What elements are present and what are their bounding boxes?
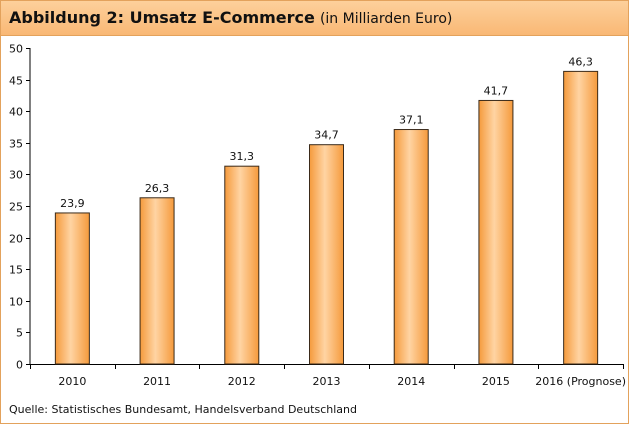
- y-tick-label: 25: [9, 201, 23, 214]
- bar: [224, 165, 260, 365]
- bar: [563, 70, 599, 365]
- y-tick-label: 50: [9, 43, 23, 56]
- bar: [309, 144, 344, 365]
- bar-value-label: 46,3: [568, 55, 593, 68]
- y-tick-label: 30: [9, 169, 23, 182]
- bar-value-label: 34,7: [314, 129, 339, 142]
- chart-header: Abbildung 2: Umsatz E-Commerce (in Milli…: [1, 1, 628, 36]
- y-tick-label: 15: [9, 264, 23, 277]
- y-tick-label: 45: [9, 75, 23, 88]
- bars: 23,9 26,3 31,3 34,7 37,1 41,7 46,3: [54, 55, 599, 365]
- x-tick-label: 2014: [397, 375, 425, 388]
- x-tick-label: 2012: [228, 375, 256, 388]
- y-tick-label: 10: [9, 296, 23, 309]
- x-tick-label: 2013: [313, 375, 341, 388]
- x-tick-label: 2015: [482, 375, 510, 388]
- x-tick-label: 2011: [143, 375, 171, 388]
- y-axis: 0 5 10 15 20 25 30 35 40 45 50: [9, 43, 31, 372]
- bar-value-label: 31,3: [230, 150, 255, 163]
- x-tick-label: 2016 (Prognose): [535, 375, 626, 388]
- bar: [139, 197, 175, 365]
- x-tick-label: 2010: [58, 375, 86, 388]
- y-tick-label: 5: [16, 327, 23, 340]
- bar: [393, 129, 429, 365]
- source-note: Quelle: Statistisches Bundesamt, Handels…: [9, 403, 357, 416]
- bar-value-label: 23,9: [60, 197, 85, 210]
- chart-subtitle: (in Milliarden Euro): [319, 11, 453, 27]
- y-tick-label: 35: [9, 138, 23, 151]
- bar: [54, 212, 90, 365]
- y-tick-label: 40: [9, 106, 23, 119]
- bar: [478, 99, 514, 365]
- y-tick-label: 0: [16, 359, 23, 372]
- chart-title: Abbildung 2: Umsatz E-Commerce: [9, 8, 315, 27]
- bar-value-label: 41,7: [484, 84, 509, 97]
- bar-value-label: 37,1: [399, 114, 424, 127]
- y-tick-label: 20: [9, 233, 23, 246]
- bar-value-label: 26,3: [145, 182, 170, 195]
- x-axis: 2010 2011 2012 2013 2014 2015 2016 (Prognose): [30, 364, 626, 388]
- chart-title-line: Abbildung 2: Umsatz E-Commerce (in Milli…: [9, 8, 452, 27]
